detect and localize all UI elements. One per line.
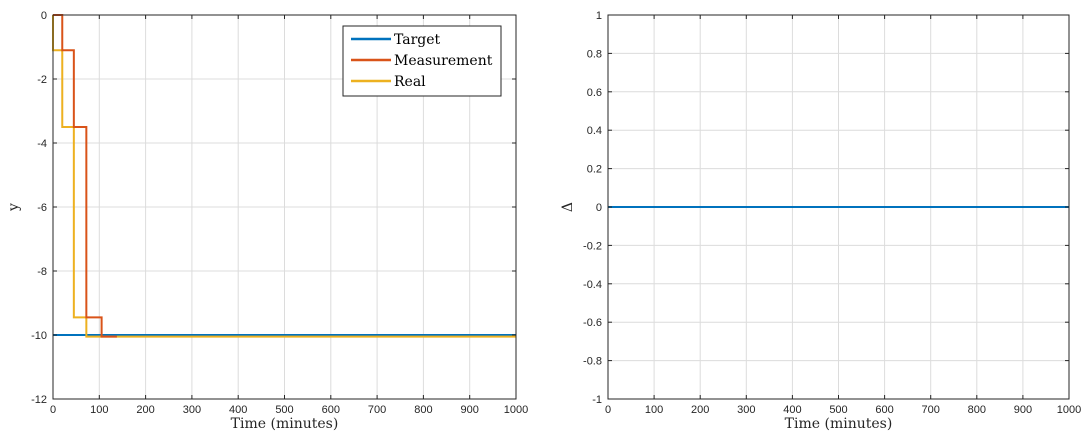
- y-tick-label: -12: [31, 394, 47, 406]
- y-tick-label: 0: [596, 202, 602, 214]
- x-tick-label: 900: [1014, 404, 1032, 416]
- chart-left: 0 100 200 300 400 500 600 700 800 900 1000 0 -2 -4 -6 -…: [6, 10, 528, 432]
- chart-left-xlabel: Time (minutes): [231, 416, 339, 432]
- y-tick-label: -6: [37, 202, 47, 214]
- x-tick-label: 600: [322, 404, 340, 416]
- x-tick-label: 600: [875, 404, 893, 416]
- x-tick-label: 100: [645, 404, 663, 416]
- y-tick-label: 0.8: [587, 48, 602, 60]
- chart-right-xlabel: Time (minutes): [785, 416, 893, 432]
- y-tick-label: -0.2: [583, 240, 602, 252]
- x-tick-label: 400: [783, 404, 801, 416]
- y-tick-label: 0.2: [587, 164, 602, 176]
- x-tick-label: 800: [968, 404, 986, 416]
- y-tick-label: 0.6: [587, 87, 602, 99]
- y-tick-label: -0.8: [583, 356, 602, 368]
- x-tick-label: 300: [183, 404, 201, 416]
- x-tick-label: 200: [691, 404, 709, 416]
- y-tick-label: -0.6: [583, 317, 602, 329]
- x-tick-label: 100: [90, 404, 108, 416]
- x-tick-label: 500: [275, 404, 293, 416]
- y-tick-label: 0.4: [587, 125, 602, 137]
- y-tick-label: -4: [37, 138, 47, 150]
- chart-left-ticks: 0 100 200 300 400 500 600 700 800 900 1000 0 -2 -4 -6 -…: [31, 10, 528, 416]
- legend-label-measurement: Measurement: [394, 53, 493, 69]
- chart-left-legend: Target Measurement Real: [342, 25, 502, 97]
- y-tick-label: 0: [41, 10, 47, 22]
- x-tick-label: 800: [414, 404, 432, 416]
- y-tick-label: -2: [37, 74, 47, 86]
- chart-right-ylabel: Δ: [560, 202, 576, 212]
- x-tick-label: 0: [605, 404, 611, 416]
- x-tick-label: 0: [50, 404, 56, 416]
- chart-left-series: [52, 14, 516, 338]
- x-tick-label: 1000: [504, 404, 528, 416]
- x-tick-label: 700: [368, 404, 386, 416]
- x-tick-label: 1000: [1057, 404, 1081, 416]
- chart-left-ylabel: y: [6, 203, 22, 212]
- y-tick-label: -8: [37, 266, 47, 278]
- y-tick-label: -1: [592, 394, 602, 406]
- x-tick-label: 200: [136, 404, 154, 416]
- legend-label-real: Real: [394, 74, 426, 90]
- x-tick-label: 500: [829, 404, 847, 416]
- series-line-measurement: [53, 14, 117, 338]
- x-tick-label: 400: [229, 404, 247, 416]
- x-tick-label: 700: [922, 404, 940, 416]
- legend-label-target: Target: [394, 32, 441, 48]
- x-tick-label: 900: [461, 404, 479, 416]
- y-tick-label: -0.4: [583, 279, 602, 291]
- x-tick-label: 300: [737, 404, 755, 416]
- y-tick-label: -10: [31, 330, 47, 342]
- y-tick-label: 1: [596, 10, 602, 22]
- chart-right: 0 100 200 300 400 500 600 700 800 900 1000 1 0.8 0.6 0…: [560, 10, 1081, 432]
- chart-right-ticks: 0 100 200 300 400 500 600 700 800 900 1000 1 0.8 0.6 0…: [583, 10, 1081, 416]
